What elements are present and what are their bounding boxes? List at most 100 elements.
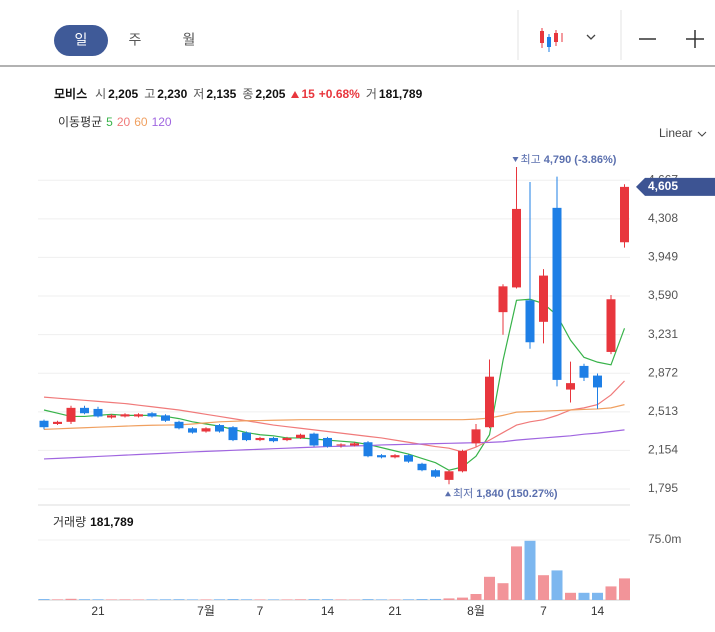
candle-body <box>336 444 346 446</box>
candle-body <box>498 286 508 313</box>
candle-body <box>242 432 251 441</box>
volume-bar <box>376 599 387 600</box>
candle-body <box>80 407 89 414</box>
candle-body <box>350 443 359 446</box>
candle-body <box>512 208 521 288</box>
annotation-value: 1,840 <box>476 488 504 500</box>
scale-mode[interactable]: Linear <box>659 126 692 140</box>
zoom-in[interactable] <box>686 30 704 48</box>
annotation: 최고 4,790 (-3.86%) <box>521 153 617 166</box>
volume-bar <box>38 599 50 600</box>
candle-body <box>201 428 211 432</box>
ma-line <box>43 429 625 460</box>
volume-bar <box>457 597 468 600</box>
chart-type-icon[interactable] <box>540 28 563 52</box>
volume-bar <box>160 599 171 600</box>
info-label: 저 <box>193 87 205 101</box>
scale-dropdown[interactable] <box>697 131 707 137</box>
candle-body <box>255 437 265 441</box>
volume-bar <box>187 599 198 600</box>
volume-title-label: 거래량 <box>53 515 86 529</box>
marker-icon <box>512 156 519 162</box>
volume-bar <box>79 599 90 600</box>
volume-bar <box>173 599 185 600</box>
x-tick-label: 21 <box>91 604 105 618</box>
candle-body <box>215 425 224 432</box>
y-tick-label: 1,795 <box>648 481 678 495</box>
volume-bar <box>200 599 212 600</box>
volume-bar <box>133 599 144 600</box>
volume-bar <box>592 592 603 600</box>
volume-bar <box>308 599 320 600</box>
last-price-tag <box>636 177 715 196</box>
candle-body <box>539 275 548 322</box>
legend-entry: 20 <box>116 115 131 129</box>
volume-bar <box>470 594 482 600</box>
quote-info: 모비스 시 2,205 고 2,230 저 2,135 종 2,205 15 +0.68% 거 181,… <box>54 85 422 102</box>
volume-bar <box>430 598 441 600</box>
volume-bar <box>538 575 549 600</box>
tab[interactable]: 월 <box>183 32 196 48</box>
ma-line <box>43 404 625 430</box>
info-label: 시 <box>95 87 107 101</box>
x-tick-label: 7 <box>540 604 547 618</box>
volume-bar <box>214 599 225 600</box>
volume-title: 거래량 181,789 <box>53 515 134 529</box>
candle-body <box>485 376 494 428</box>
info-value: 2,205 <box>255 87 286 101</box>
candle-body <box>417 463 427 471</box>
volume-bar <box>362 599 374 600</box>
ma-legend: 이동평균 5 20 60 120 <box>54 113 172 130</box>
candle-body <box>593 375 602 388</box>
tab[interactable]: 주 <box>129 32 142 48</box>
candle-body <box>606 299 616 352</box>
tab[interactable]: 일 <box>75 32 88 48</box>
y-tick-label: 4,308 <box>648 211 678 225</box>
last-price-label: 4,605 <box>648 179 678 193</box>
candle-body <box>39 420 49 428</box>
change: 15 <box>301 87 315 101</box>
volume-bar <box>92 599 104 600</box>
y-tick-label: 3,949 <box>648 250 678 264</box>
annotation-label: 최고 <box>521 153 541 166</box>
volume-bar <box>619 578 630 600</box>
volume-bar <box>511 546 522 600</box>
candle-body <box>134 414 143 417</box>
candle-body <box>93 408 103 417</box>
candle-body <box>228 427 238 441</box>
annotation: 최저 1,840 (150.27%) <box>453 487 558 500</box>
up-icon <box>291 91 300 98</box>
change-pct: +0.68% <box>318 87 360 101</box>
volume-bar <box>551 570 563 600</box>
tab-selected-bg <box>54 25 108 56</box>
x-tick-label: 21 <box>388 604 402 618</box>
info-label: 고 <box>144 87 156 101</box>
volume-bar <box>65 598 77 600</box>
volume-bar <box>605 586 617 600</box>
volume-bar <box>389 599 401 600</box>
candle-body <box>282 437 292 441</box>
stock-name: 모비스 <box>54 87 88 101</box>
x-tick-label: 14 <box>321 604 335 618</box>
volume-bar <box>524 540 536 600</box>
y-tick-label: 2,513 <box>648 404 678 418</box>
dropdown-icon[interactable] <box>586 34 596 40</box>
x-tick-label: 7월 <box>197 604 215 618</box>
candle-body <box>390 455 400 458</box>
y-tick-label: 2,154 <box>648 443 678 457</box>
annotation-change: (150.27%) <box>507 488 558 500</box>
volume-bar <box>484 576 495 600</box>
ma-title: 이동평균 <box>58 115 103 129</box>
volume-bar <box>146 599 158 600</box>
volume-bar <box>335 599 347 600</box>
volume-title-value: 181,789 <box>90 515 134 529</box>
info-value: 181,789 <box>378 87 423 101</box>
annotation-change: (-3.86%) <box>574 154 617 166</box>
candle-body <box>161 415 170 421</box>
volume-bar <box>119 599 131 600</box>
candle-body <box>309 433 319 446</box>
info-value: 2,230 <box>157 87 188 101</box>
volume-bar <box>295 599 306 600</box>
